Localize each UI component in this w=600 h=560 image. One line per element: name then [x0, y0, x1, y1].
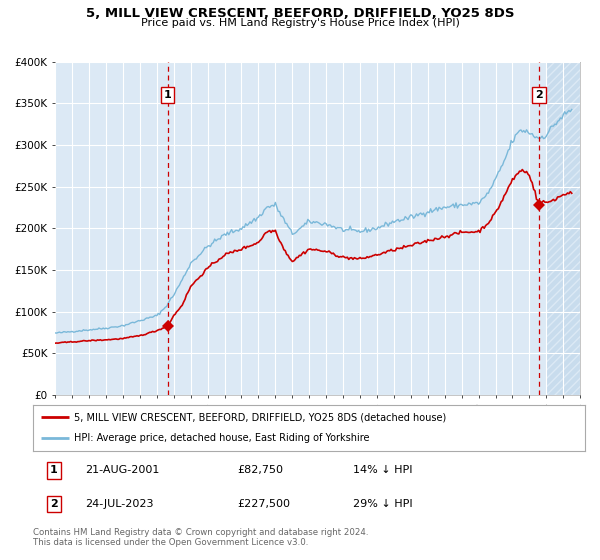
Text: 2: 2 — [535, 90, 543, 100]
Text: Contains HM Land Registry data © Crown copyright and database right 2024.
This d: Contains HM Land Registry data © Crown c… — [33, 528, 368, 547]
Text: 1: 1 — [50, 465, 58, 475]
Text: 14% ↓ HPI: 14% ↓ HPI — [353, 465, 413, 475]
Text: 5, MILL VIEW CRESCENT, BEEFORD, DRIFFIELD, YO25 8DS: 5, MILL VIEW CRESCENT, BEEFORD, DRIFFIEL… — [86, 7, 514, 20]
Text: 2: 2 — [50, 499, 58, 509]
Bar — [547, 62, 580, 395]
Text: 29% ↓ HPI: 29% ↓ HPI — [353, 499, 413, 509]
Text: 24-JUL-2023: 24-JUL-2023 — [85, 499, 154, 509]
Text: Price paid vs. HM Land Registry's House Price Index (HPI): Price paid vs. HM Land Registry's House … — [140, 18, 460, 29]
Text: 1: 1 — [164, 90, 172, 100]
Bar — [547, 62, 580, 395]
Text: £82,750: £82,750 — [237, 465, 283, 475]
Text: 21-AUG-2001: 21-AUG-2001 — [85, 465, 160, 475]
Text: £227,500: £227,500 — [237, 499, 290, 509]
Text: HPI: Average price, detached house, East Riding of Yorkshire: HPI: Average price, detached house, East… — [74, 433, 370, 444]
Text: 5, MILL VIEW CRESCENT, BEEFORD, DRIFFIELD, YO25 8DS (detached house): 5, MILL VIEW CRESCENT, BEEFORD, DRIFFIEL… — [74, 412, 446, 422]
